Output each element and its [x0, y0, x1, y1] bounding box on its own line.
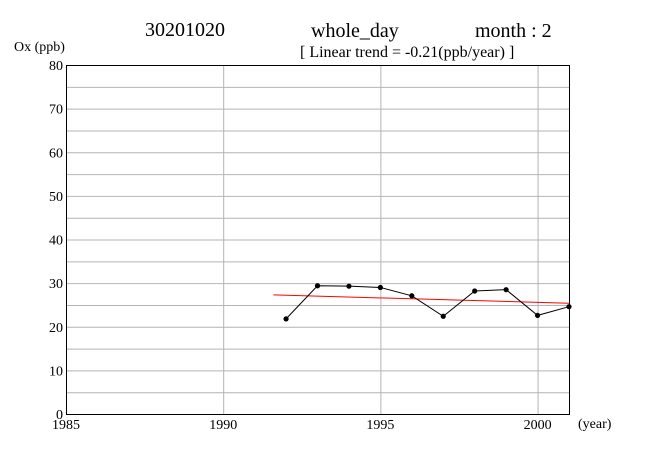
data-point: [503, 287, 509, 293]
tick-labels: 0 10 20 30 40 50 60 70 80 1985 1990 1995 2000: [49, 59, 552, 433]
period-label: whole_day: [311, 20, 399, 42]
trend-line: [273, 294, 570, 304]
y-axis-label: Ox (ppb): [14, 40, 65, 55]
station-id: 30201020: [145, 19, 225, 41]
x-tick-label: 1985: [52, 418, 80, 433]
data-point: [283, 316, 289, 322]
month-label: month : 2: [475, 20, 552, 42]
y-tick-label: 70: [49, 103, 63, 118]
data-point: [377, 284, 383, 291]
data-point: [472, 288, 478, 294]
y-tick-label: 60: [49, 146, 63, 161]
x-tick-label: 1995: [366, 418, 394, 433]
data-point: [409, 293, 415, 299]
y-tick-label: 10: [49, 364, 63, 379]
data-point: [314, 283, 321, 289]
y-tick-label: 0: [56, 408, 63, 423]
data-point: [534, 312, 541, 319]
x-tick-label: 2000: [524, 418, 552, 433]
data-point: [440, 313, 446, 319]
data-point: [346, 283, 352, 289]
trend-layer: [273, 294, 570, 304]
series-line: [285, 285, 570, 320]
grid: [66, 65, 569, 414]
y-tick-label: 30: [49, 277, 63, 292]
trend-label: [ Linear trend = -0.21(ppb/year) ]: [300, 44, 514, 61]
x-axis-label: (year): [578, 417, 612, 432]
plot-frame: [66, 65, 570, 415]
series-layer: [283, 283, 572, 322]
x-tick-label: 1990: [209, 418, 237, 433]
y-tick-label: 50: [49, 190, 63, 205]
y-tick-label: 40: [49, 234, 63, 249]
y-tick-label: 80: [49, 59, 63, 74]
y-tick-label: 20: [49, 321, 63, 336]
